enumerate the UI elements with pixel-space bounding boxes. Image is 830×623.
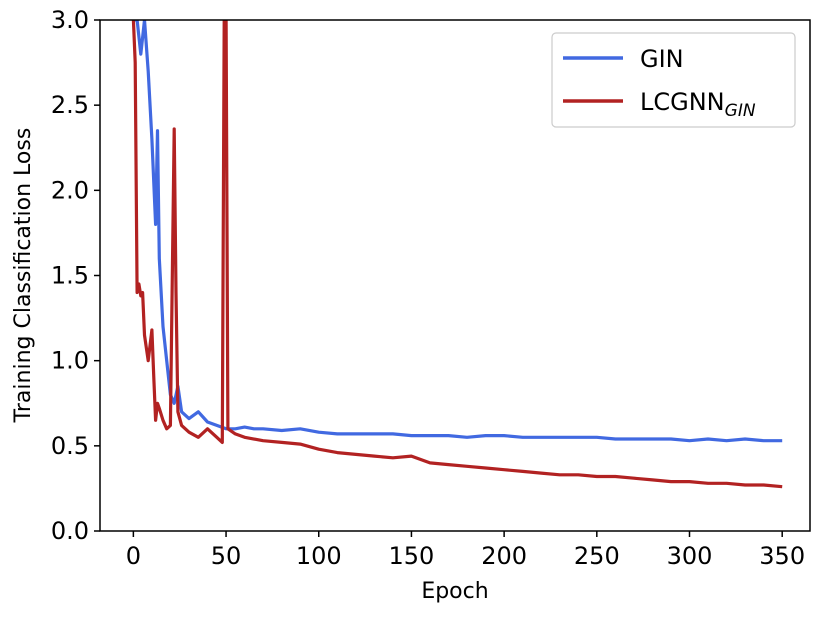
- y-axis: 0.0 0.5 1.0 1.5 2.0 2.5 3.0: [51, 6, 100, 545]
- y-tick-label: 2.5: [51, 91, 89, 119]
- series-line-gin: [133, 20, 783, 443]
- x-tick-label: 50: [211, 542, 242, 570]
- legend-label-lcgnn-sub: GIN: [725, 101, 756, 121]
- x-tick-label: 200: [481, 542, 527, 570]
- y-tick-label: 0.5: [51, 432, 89, 460]
- series-line-lcgnn: [131, 20, 783, 489]
- x-tick-label: 250: [574, 542, 620, 570]
- y-tick-label: 3.0: [51, 6, 89, 34]
- legend-label-lcgnn: LCGNNGIN: [640, 88, 756, 121]
- x-tick-label: 100: [296, 542, 342, 570]
- legend-label-gin: GIN: [640, 45, 684, 73]
- y-tick-label: 2.0: [51, 176, 89, 204]
- x-tick-label: 300: [667, 542, 713, 570]
- series-layer: [131, 20, 783, 489]
- y-tick-label: 1.0: [51, 347, 89, 375]
- legend: GIN LCGNNGIN: [551, 32, 796, 128]
- y-axis-label: Training Classification Loss: [11, 128, 36, 424]
- x-axis: 0 50 100 150 200 250 300 350: [126, 531, 805, 570]
- y-tick-label: 0.0: [51, 517, 89, 545]
- x-tick-label: 350: [759, 542, 805, 570]
- legend-label-lcgnn-main: LCGNN: [640, 88, 725, 116]
- x-tick-label: 0: [126, 542, 141, 570]
- y-tick-label: 1.5: [51, 262, 89, 290]
- x-tick-label: 150: [389, 542, 435, 570]
- x-axis-label: Epoch: [421, 579, 488, 604]
